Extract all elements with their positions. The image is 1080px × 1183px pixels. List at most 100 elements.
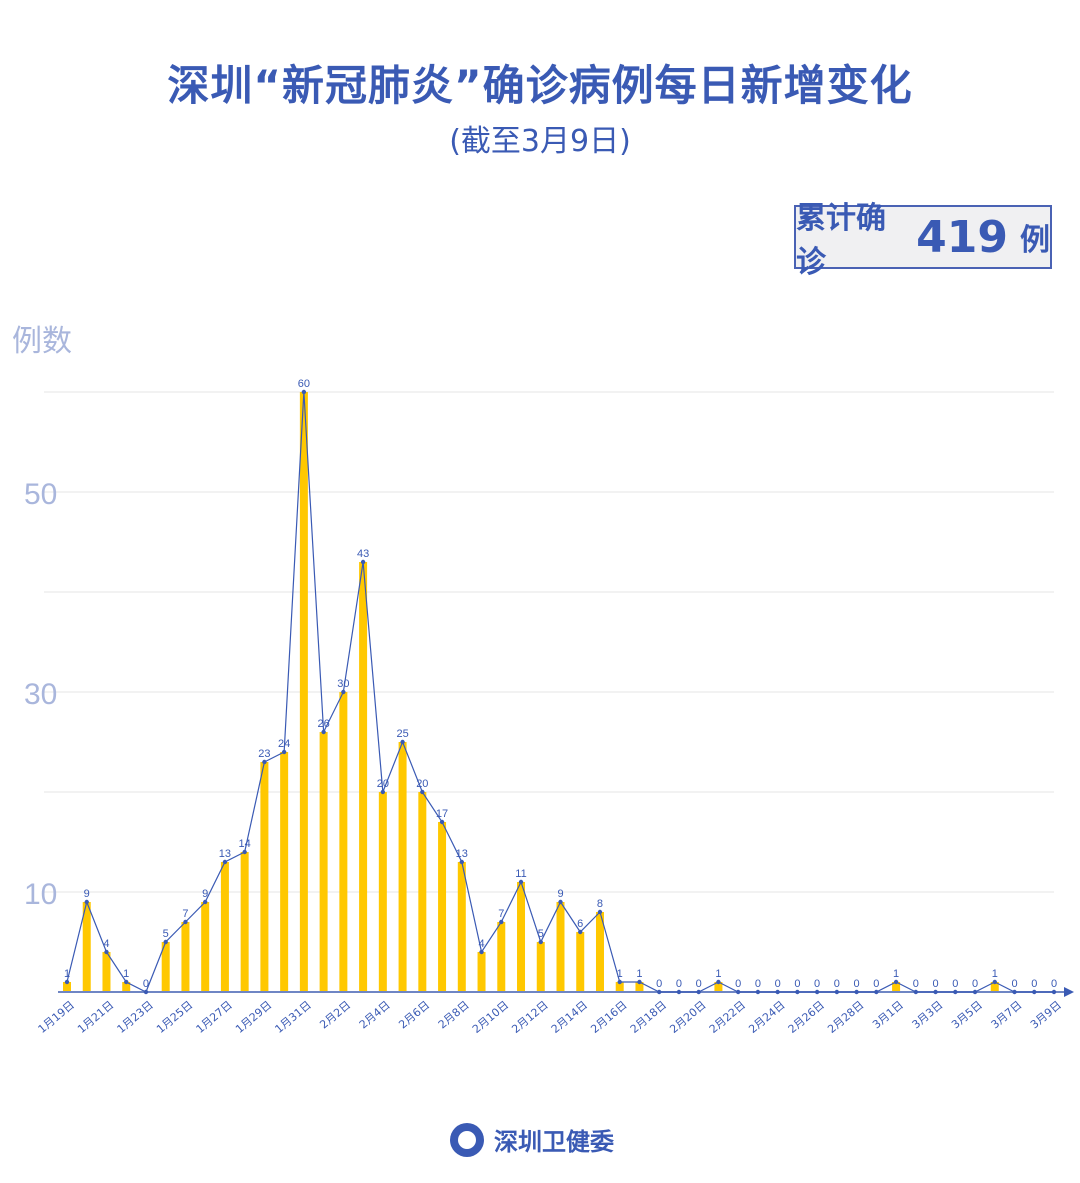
data-point (558, 899, 563, 905)
data-point (64, 979, 70, 985)
total-label: 累计确诊 (796, 201, 886, 280)
data-label: 13 (219, 848, 231, 860)
bar (299, 392, 308, 992)
data-point (479, 949, 484, 955)
data-point (439, 819, 445, 825)
x-tick-label: 2月22日 (707, 998, 748, 1036)
x-tick-label: 2月18日 (628, 998, 669, 1036)
data-label: 5 (163, 928, 169, 940)
data-label: 17 (436, 808, 448, 820)
data-label: 0 (794, 978, 800, 990)
data-label: 0 (143, 978, 149, 990)
data-label: 0 (775, 978, 781, 990)
data-point (1032, 989, 1037, 995)
total-cases-box: 累计确诊 419 例 (794, 201, 1052, 280)
data-label: 1 (64, 968, 70, 980)
x-tick-label: 1月19日 (36, 998, 77, 1036)
data-point (400, 739, 405, 745)
data-label: 23 (258, 748, 270, 760)
data-label: 7 (182, 908, 188, 920)
bar (497, 922, 506, 992)
data-label: 11 (515, 868, 526, 880)
data-label: 1 (715, 968, 721, 980)
data-point (183, 919, 188, 925)
data-point (360, 559, 366, 565)
data-point (321, 729, 326, 735)
data-label: 9 (557, 888, 563, 900)
data-label: 9 (202, 888, 208, 900)
bar (359, 562, 368, 992)
y-axis-label: 例数 (12, 324, 72, 359)
data-label: 24 (278, 738, 290, 750)
data-point (262, 759, 267, 765)
data-label: 0 (932, 978, 938, 990)
bar (378, 792, 387, 992)
data-label: 0 (913, 978, 919, 990)
bar (181, 922, 190, 992)
data-point (992, 979, 997, 985)
data-label: 9 (84, 888, 90, 900)
data-label: 4 (103, 938, 109, 950)
y-tick-label: 30 (24, 678, 57, 711)
data-point (696, 989, 701, 995)
data-label: 14 (239, 838, 251, 850)
footer-org: 深圳卫健委 (494, 1128, 614, 1156)
data-label: 0 (1011, 978, 1017, 990)
data-point (617, 979, 622, 985)
bar (319, 732, 328, 992)
data-label: 0 (952, 978, 958, 990)
data-label: 8 (597, 898, 603, 910)
data-point (499, 919, 504, 925)
data-point (301, 389, 307, 395)
data-point (637, 979, 642, 985)
data-point (420, 789, 425, 795)
data-label: 30 (337, 678, 349, 690)
data-point (913, 989, 919, 995)
total-value: 419 (916, 211, 1008, 263)
data-label: 60 (298, 378, 310, 390)
x-tick-label: 2月28日 (825, 998, 866, 1036)
data-label: 0 (755, 978, 761, 990)
data-point (953, 989, 958, 995)
total-unit: 例 (1020, 223, 1050, 258)
data-point (104, 949, 109, 955)
bar (339, 692, 348, 992)
data-point (972, 989, 978, 995)
data-label: 43 (357, 548, 369, 560)
data-point (755, 989, 761, 995)
bar (398, 742, 407, 992)
bar (714, 982, 723, 992)
data-point (834, 989, 840, 995)
data-point (124, 979, 129, 985)
data-point (222, 859, 228, 865)
data-label: 1 (123, 968, 129, 980)
x-tick-label: 2月10日 (470, 998, 511, 1036)
data-point (202, 899, 208, 905)
data-label: 6 (577, 918, 583, 930)
bar (517, 882, 526, 992)
x-tick-label: 2月14日 (549, 998, 590, 1036)
data-label: 1 (893, 968, 899, 980)
data-label: 25 (396, 728, 408, 740)
data-point (84, 899, 89, 905)
data-label: 4 (478, 938, 484, 950)
x-tick-label: 2月4日 (357, 998, 393, 1031)
x-tick-label: 1月25日 (154, 998, 195, 1036)
x-tick-label: 3月3日 (910, 998, 946, 1031)
x-tick-label: 3月9日 (1028, 998, 1064, 1031)
x-tick-label: 2月2日 (317, 998, 353, 1031)
data-label: 0 (834, 978, 840, 990)
data-point (775, 989, 780, 995)
bar (102, 952, 111, 992)
x-tick-label: 2月26日 (786, 998, 827, 1036)
data-label: 20 (377, 778, 389, 790)
x-tick-label: 2月6日 (396, 998, 432, 1031)
bar (892, 982, 901, 992)
footer: 深圳卫健委 (450, 1122, 614, 1157)
bar (418, 792, 427, 992)
x-tick-label: 1月27日 (194, 998, 235, 1036)
data-point (854, 989, 859, 995)
y-tick-label: 50 (24, 478, 57, 511)
data-label: 0 (854, 978, 860, 990)
data-label: 0 (1031, 978, 1037, 990)
